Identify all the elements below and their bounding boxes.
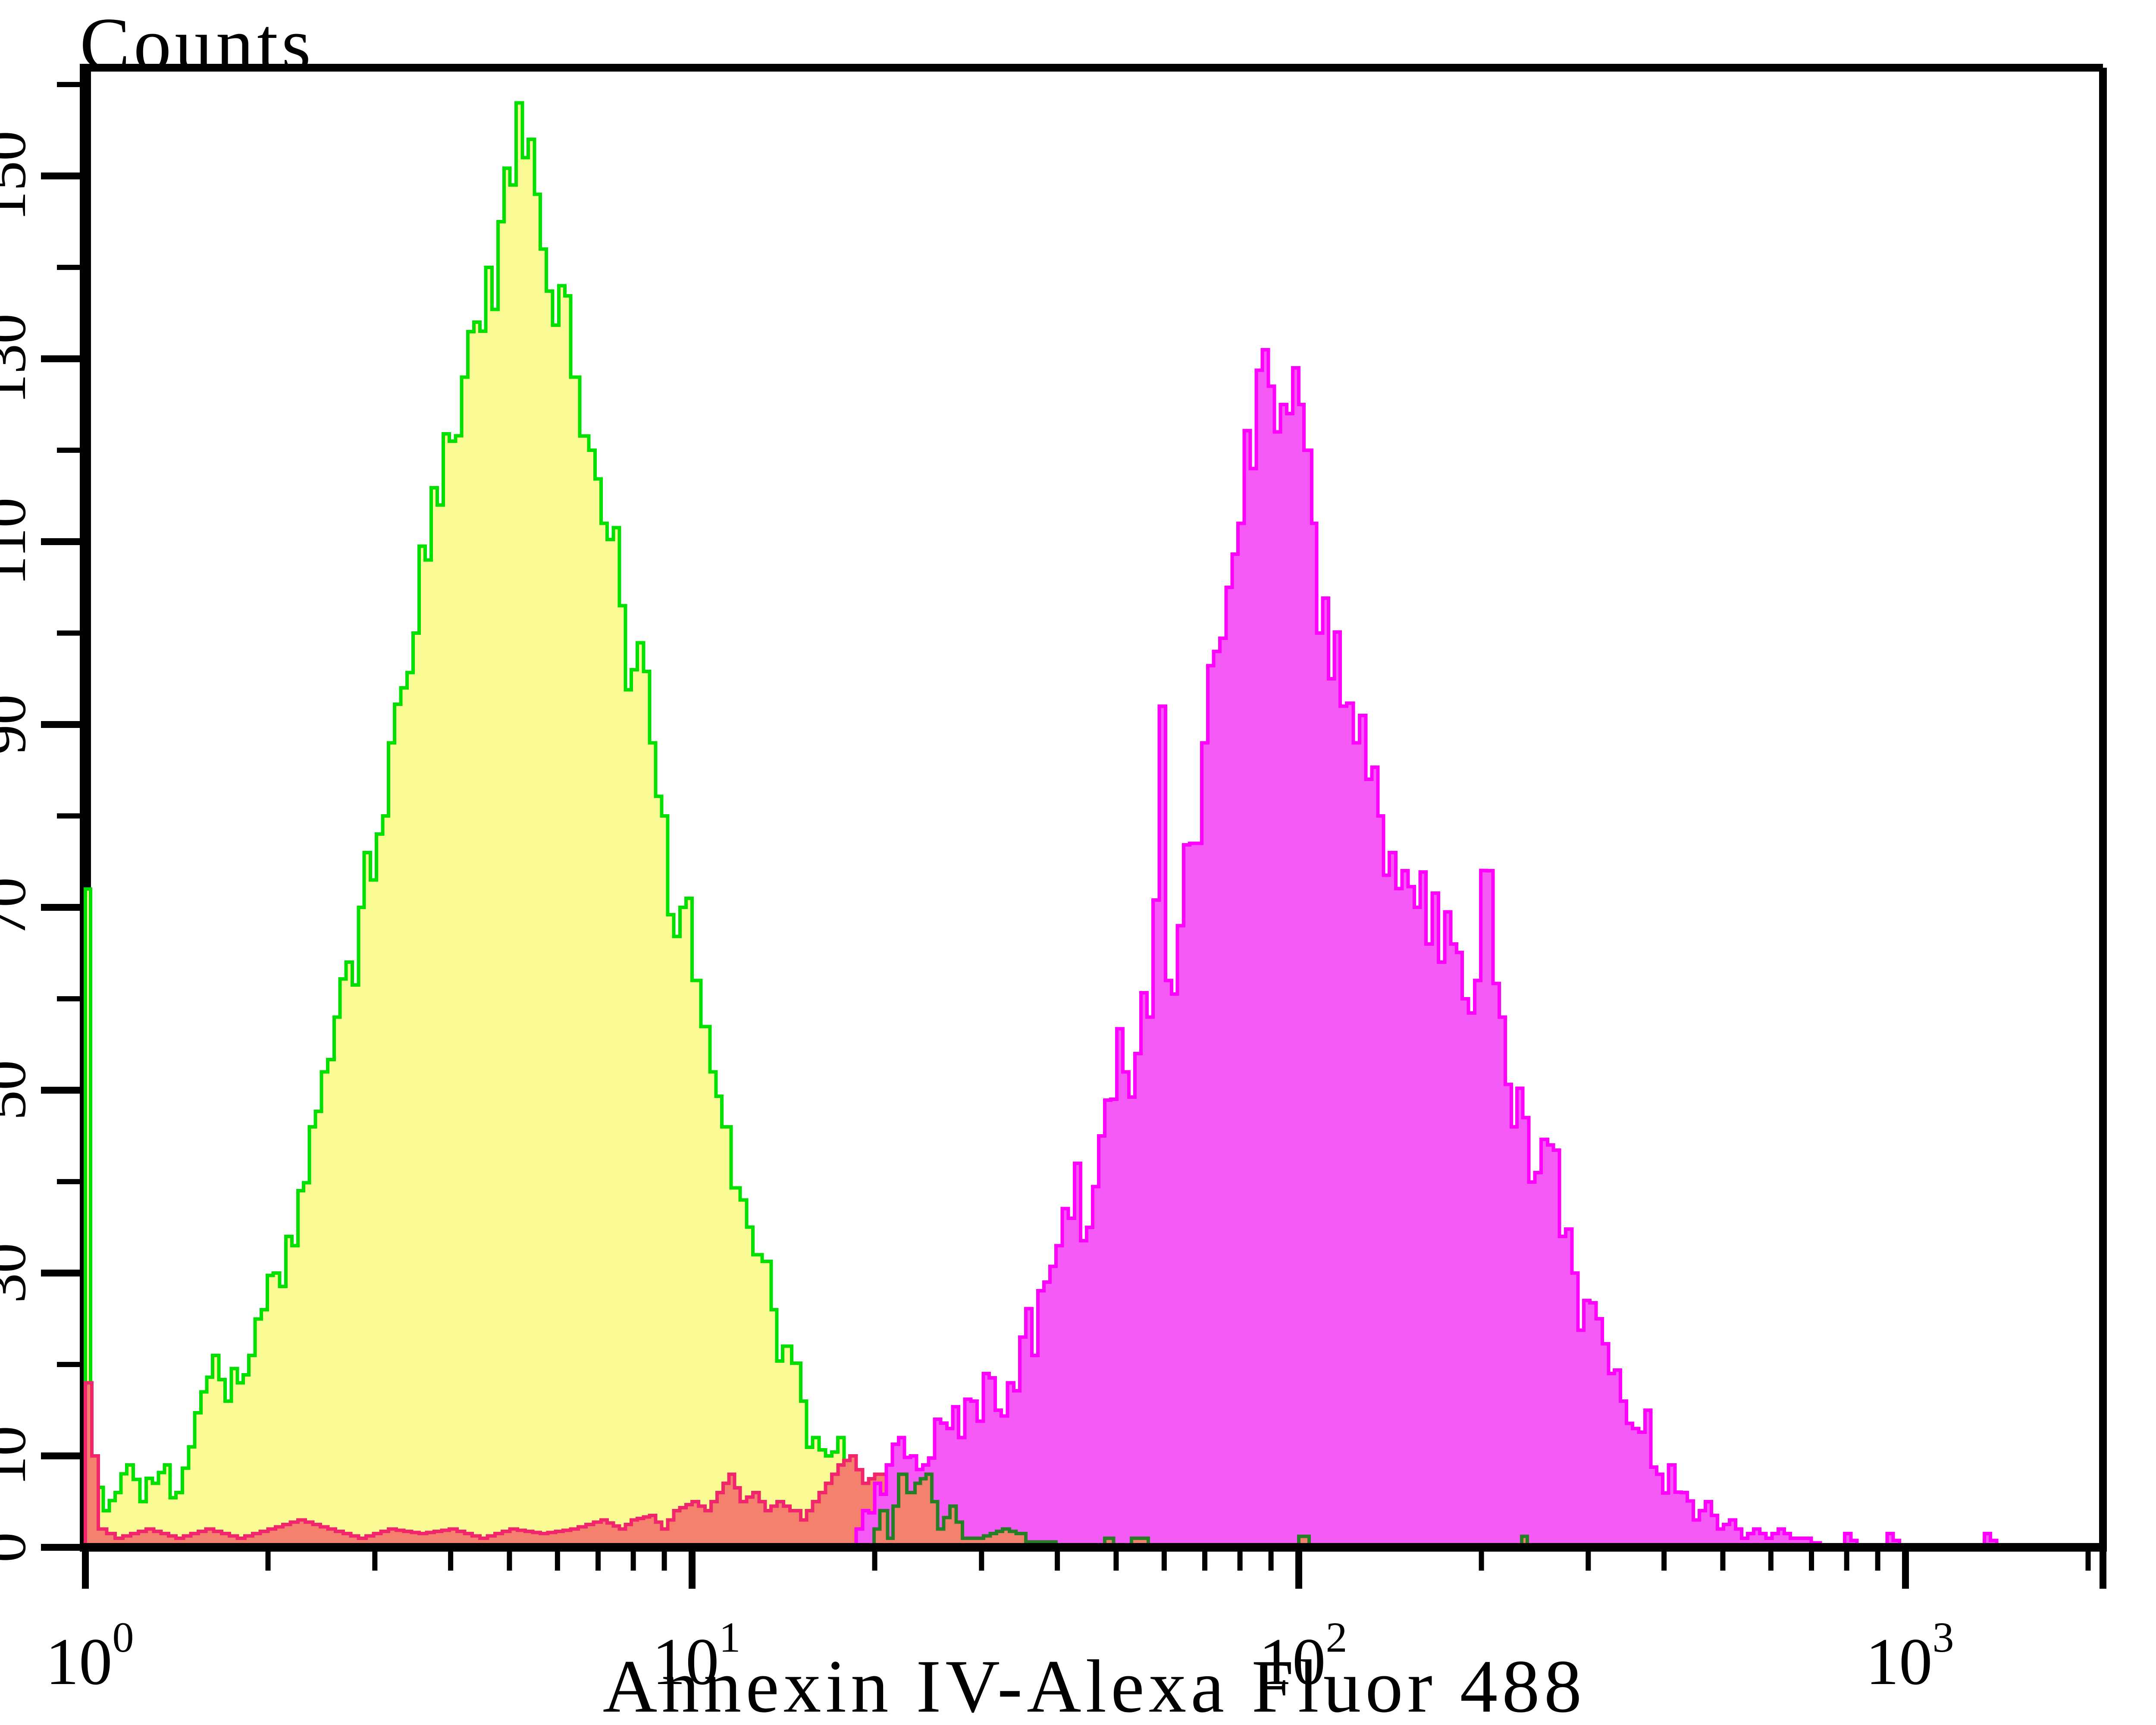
y-axis-title: Counts bbox=[80, 2, 314, 86]
y-tick-label: 130 bbox=[0, 314, 38, 404]
histogram-series bbox=[84, 101, 1999, 1549]
series-small-salmon-population bbox=[84, 1381, 1022, 1549]
x-axis-title: Annexin IV-Alexa Fluor 488 bbox=[602, 1644, 1586, 1725]
x-tick-label: 101 bbox=[652, 1613, 741, 1699]
y-tick-label: 30 bbox=[0, 1243, 38, 1303]
x-tick-label: 103 bbox=[1866, 1613, 1954, 1699]
y-tick-label: 0 bbox=[0, 1532, 38, 1562]
series-left-peak-yellow-green bbox=[84, 101, 1028, 1549]
axis-ticks bbox=[41, 82, 2106, 1589]
y-tick-label: 70 bbox=[0, 877, 38, 938]
y-tick-label: 50 bbox=[0, 1060, 38, 1120]
y-tick-label: 150 bbox=[0, 131, 38, 221]
x-tick-label: 100 bbox=[46, 1613, 134, 1699]
series-right-peak-magenta bbox=[849, 348, 1999, 1549]
axis-tick-labels: 0 10 30 50 70 90 110 130 150 100 101 102 103 bbox=[0, 131, 1954, 1699]
x-tick-label: 102 bbox=[1259, 1613, 1348, 1699]
y-tick-label: 90 bbox=[0, 694, 38, 755]
y-tick-label: 10 bbox=[0, 1426, 38, 1486]
y-tick-label: 110 bbox=[0, 498, 38, 586]
